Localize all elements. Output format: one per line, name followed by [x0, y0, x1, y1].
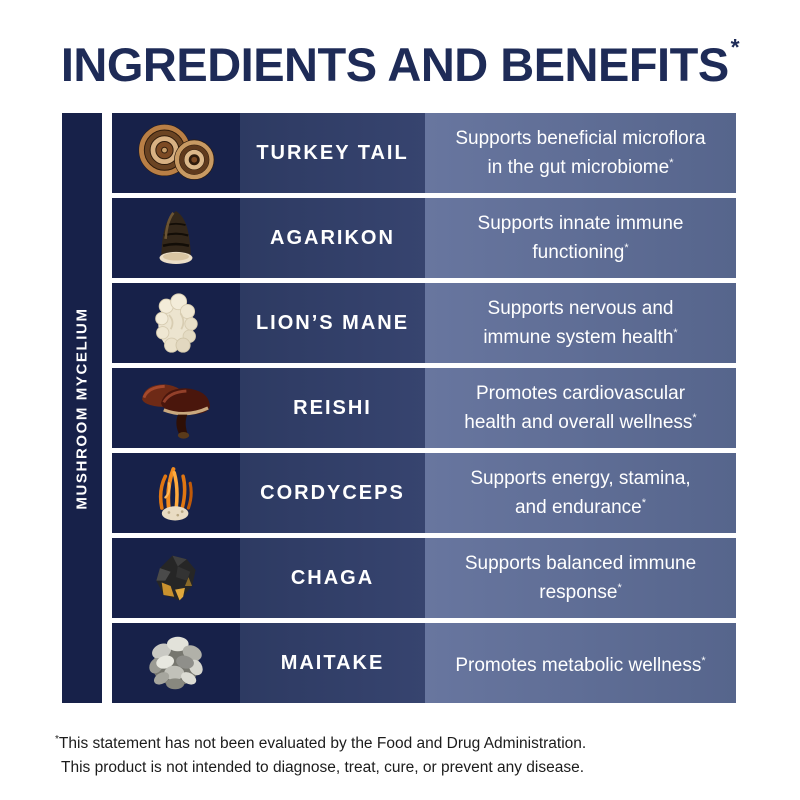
ingredient-name: TURKEY TAIL: [240, 113, 425, 194]
disclaimer-text-1: This statement has not been evaluated by…: [58, 735, 587, 753]
footnote-asterisk: *: [55, 734, 59, 746]
benefit-asterisk: *: [641, 497, 647, 510]
benefit-text: Promotes metabolic wellness*: [425, 623, 736, 704]
benefit-text: Supports nervous and immune system health…: [425, 283, 736, 364]
benefit-asterisk: *: [673, 327, 678, 340]
disclaimer: *This statement has not been evaluated b…: [55, 728, 800, 780]
turkey-tail-image: [112, 113, 240, 194]
ingredient-name: REISHI: [240, 368, 425, 449]
disclaimer-line-2: This product is not intended to diagnose…: [55, 756, 800, 780]
benefit-text: Supports energy, stamina, and endurance*: [425, 453, 736, 534]
ingredients-table: MUSHROOM MYCELIUM TURKEY TAIL Supports be…: [62, 113, 736, 704]
ingredient-name: CHAGA: [240, 538, 425, 619]
ingredient-name: AGARIKON: [240, 198, 425, 279]
benefit-asterisk: *: [669, 157, 674, 170]
lions-mane-image: [112, 283, 240, 364]
table-row: REISHI Promotes cardiovascular health and …: [112, 368, 736, 449]
title-asterisk: *: [730, 34, 740, 60]
mushroom-mycelium-sidebar: MUSHROOM MYCELIUM: [62, 113, 102, 704]
reishi-image: [112, 368, 240, 449]
table-row: AGARIKON Supports innate immune functionin…: [112, 198, 736, 279]
title-text: INGREDIENTS AND BENEFITS: [60, 38, 729, 91]
benefit-asterisk: *: [617, 582, 622, 595]
cordyceps-image: [112, 453, 240, 534]
agarikon-image: [112, 198, 240, 279]
maitake-image: [112, 623, 240, 704]
disclaimer-text-2: This product is not intended to diagnose…: [61, 759, 585, 777]
page-title: INGREDIENTS AND BENEFITS*: [0, 0, 800, 92]
table-row: CORDYCEPS Supports energy, stamina, and en…: [112, 453, 736, 534]
ingredient-name: LION’S MANE: [240, 283, 425, 364]
table-rows: TURKEY TAIL Supports beneficial microflor…: [112, 113, 736, 704]
benefit-asterisk: *: [701, 654, 706, 667]
benefit-asterisk: *: [624, 242, 629, 255]
table-row: LION’S MANE Supports nervous and immune sy…: [112, 283, 736, 364]
benefit-text: Promotes cardiovascular health and overal…: [425, 368, 736, 449]
table-row: MAITAKE Promotes metabolic wellness*: [112, 623, 736, 704]
ingredient-name: CORDYCEPS: [240, 453, 425, 534]
table-row: TURKEY TAIL Supports beneficial microflor…: [112, 113, 736, 194]
ingredient-name: MAITAKE: [240, 623, 425, 704]
benefit-text: Supports innate immune functioning*: [425, 198, 736, 279]
chaga-image: [112, 538, 240, 619]
benefit-asterisk: *: [692, 412, 697, 425]
disclaimer-line-1: *This statement has not been evaluated b…: [55, 728, 800, 756]
sidebar-label: MUSHROOM MYCELIUM: [73, 306, 91, 510]
benefit-text: Supports balanced immune response*: [425, 538, 736, 619]
table-row: CHAGA Supports balanced immune response*: [112, 538, 736, 619]
benefit-text: Supports beneficial microflora in the gut…: [425, 113, 736, 194]
